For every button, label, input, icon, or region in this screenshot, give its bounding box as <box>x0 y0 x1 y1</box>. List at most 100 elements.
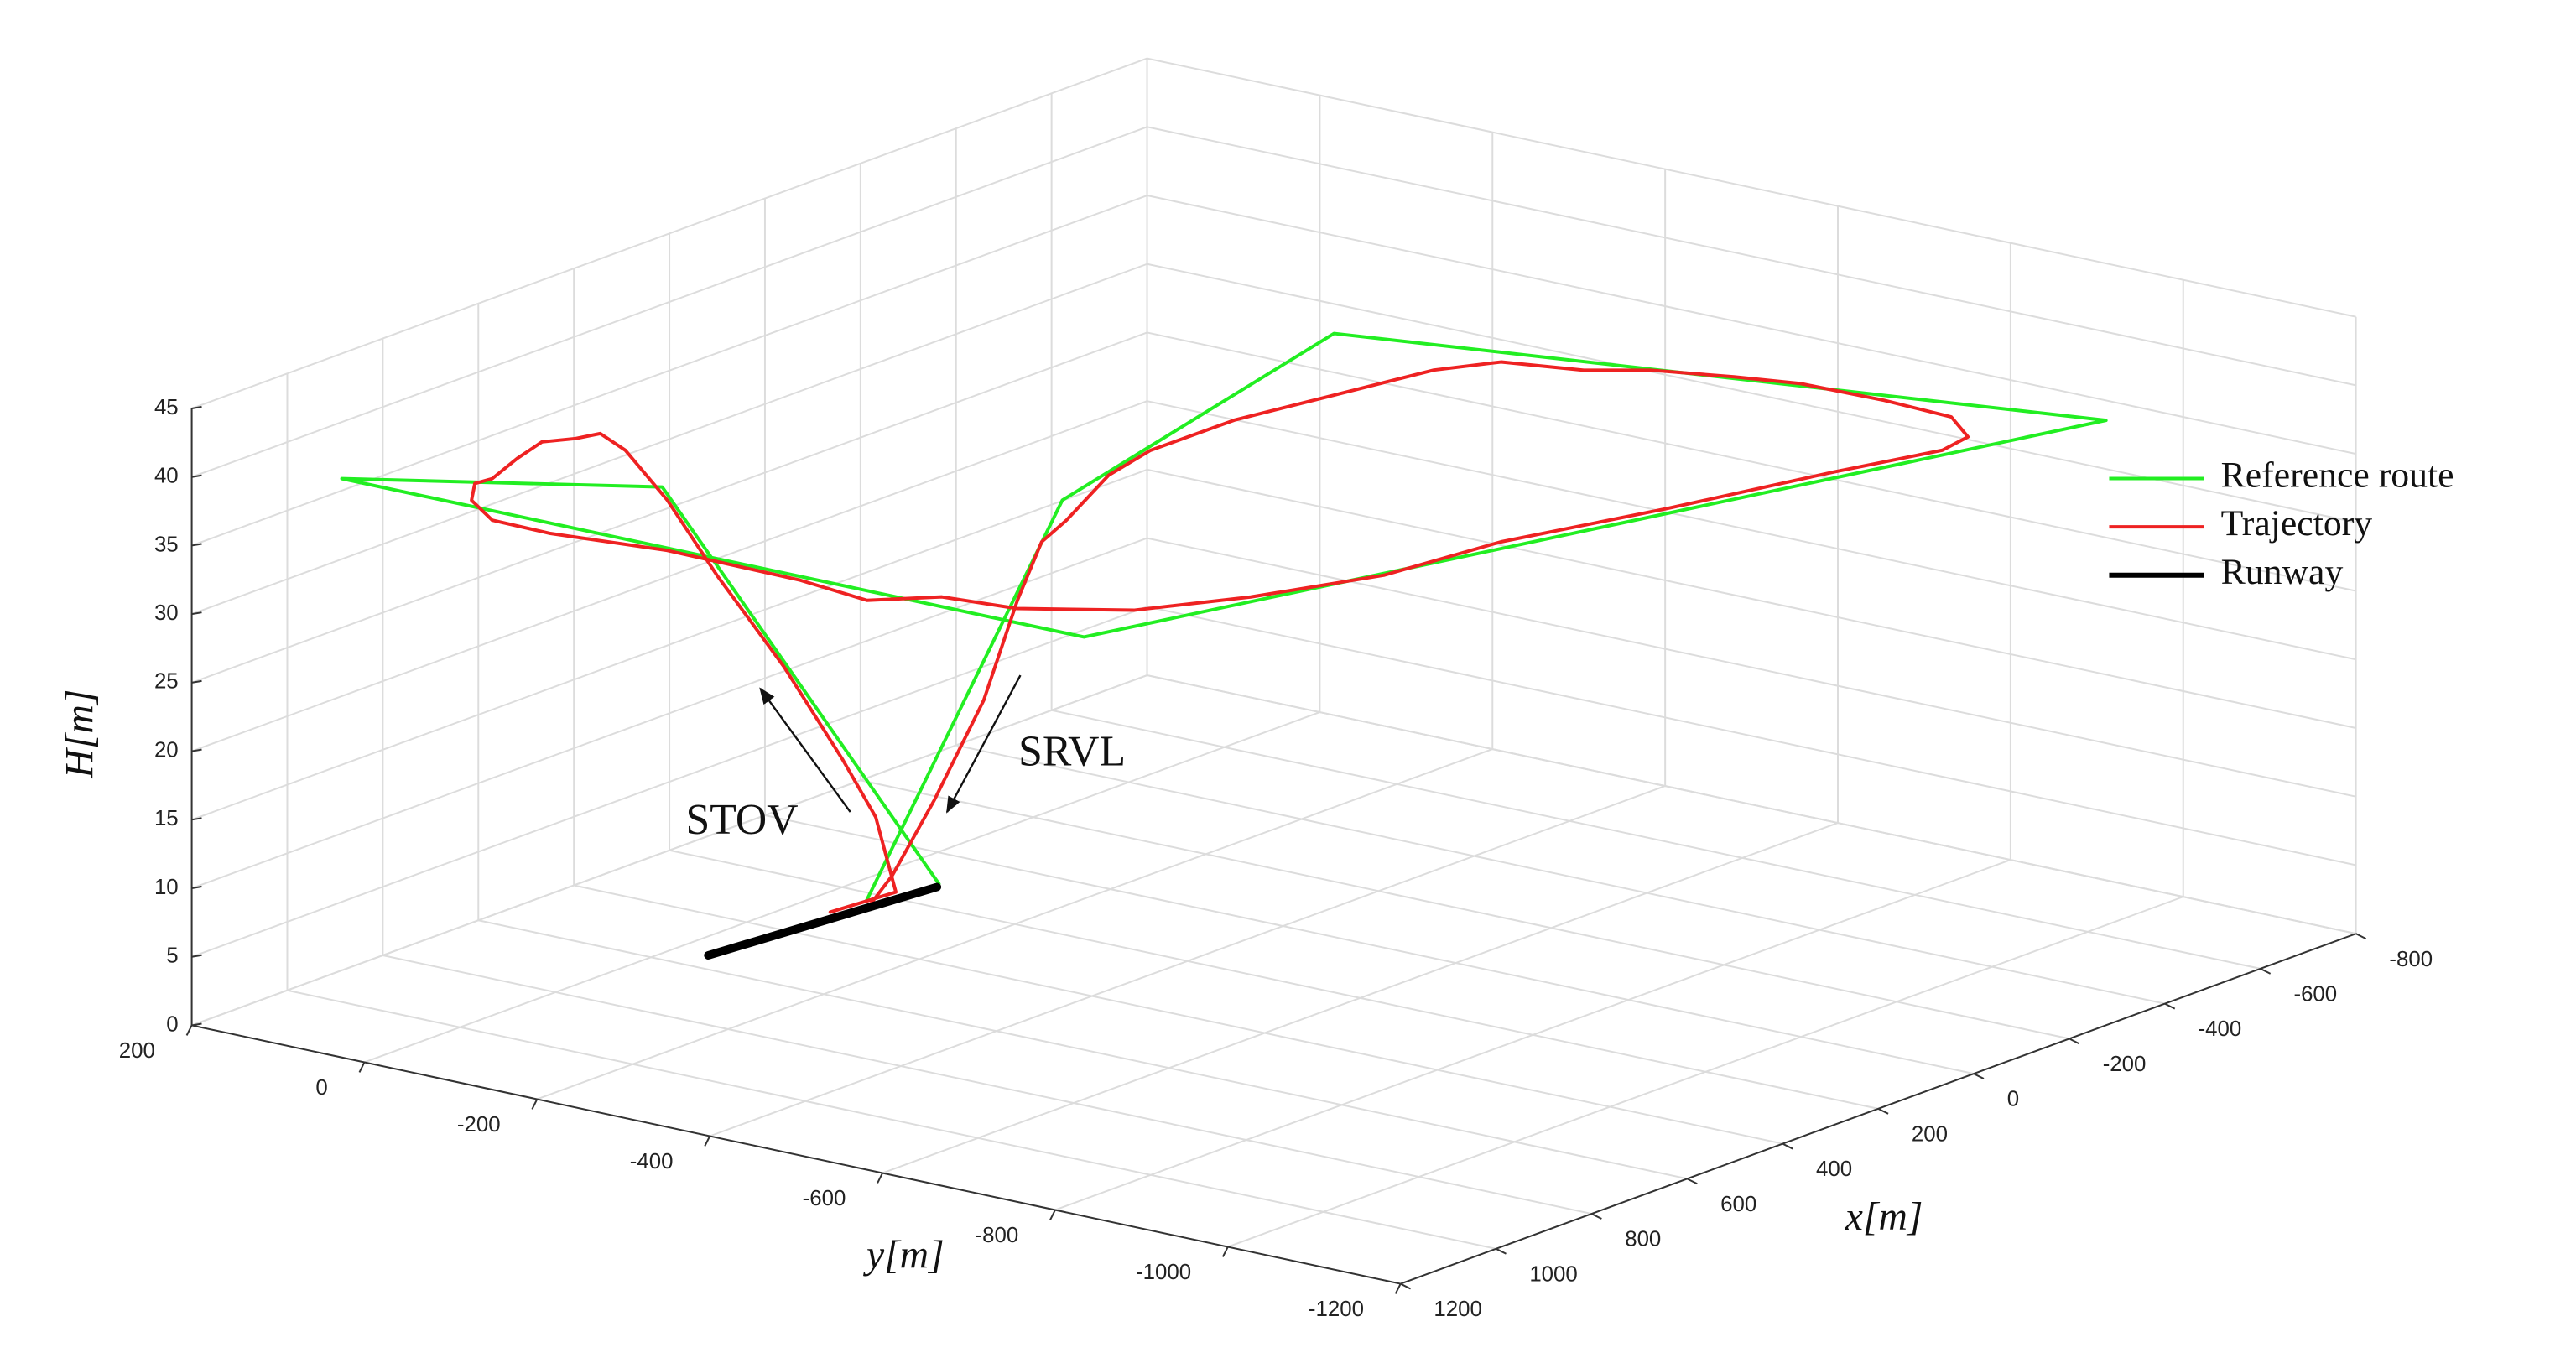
grid-line <box>860 779 2070 1040</box>
y-tick <box>1049 1210 1056 1220</box>
grid-line <box>191 263 1147 616</box>
x-tick <box>1496 1247 1507 1255</box>
grid-line <box>882 822 1839 1174</box>
y-tick <box>358 1062 366 1073</box>
x-tick <box>1400 1282 1412 1290</box>
series-line <box>470 360 1970 914</box>
x-tick-label: -400 <box>2199 1017 2242 1041</box>
grid-line <box>191 57 1147 409</box>
y-tick <box>531 1099 539 1110</box>
y-tick <box>185 1025 193 1036</box>
x-tick-label: 1000 <box>1529 1262 1577 1286</box>
grid-line <box>1147 400 2356 661</box>
x-tick <box>1877 1107 1889 1115</box>
grid-line <box>287 989 1496 1250</box>
legend-label: Runway <box>2221 552 2344 592</box>
grid-line <box>191 468 1147 821</box>
grid-line <box>382 955 1592 1215</box>
axes: -1200-1000-800-600-400-2000200-800-600-4… <box>119 396 2433 1321</box>
grid-line <box>191 606 1147 958</box>
z-tick <box>191 817 202 821</box>
grid-line <box>191 331 1147 684</box>
y-axis <box>191 1024 1401 1285</box>
x-tick-label: 1200 <box>1434 1298 1481 1321</box>
x-tick-label: 0 <box>2007 1088 2019 1111</box>
z-tick <box>191 1022 202 1027</box>
x-tick <box>1973 1073 1985 1079</box>
grid-line <box>1147 674 2356 935</box>
grid-line <box>669 849 1879 1110</box>
legend: Reference route Trajectory Runway <box>2109 455 2454 592</box>
x-tick-label: -800 <box>2389 948 2433 971</box>
z-tick-label: 20 <box>154 738 179 762</box>
grid-line <box>1147 57 2356 318</box>
grid-line <box>1051 709 2261 970</box>
y-tick-label: -200 <box>457 1113 501 1137</box>
grid-line <box>191 126 1147 478</box>
grid-line <box>1147 126 2356 387</box>
series-line <box>704 882 942 960</box>
grid-line <box>1227 896 2184 1248</box>
x-tick <box>1686 1178 1698 1185</box>
grid-line <box>191 674 1147 1027</box>
z-tick <box>191 886 202 890</box>
grid-line <box>573 884 1783 1145</box>
grid <box>190 57 2357 1285</box>
z-tick-label: 5 <box>166 944 178 968</box>
y-tick-label: 200 <box>119 1039 155 1063</box>
grid-line <box>1147 263 2356 523</box>
z-tick <box>191 748 202 752</box>
y-tick-label: 0 <box>315 1076 327 1100</box>
grid-line <box>364 711 1320 1064</box>
grid-line <box>536 748 1493 1100</box>
annotation: SRVL <box>1018 727 1126 775</box>
y-tick <box>877 1173 883 1184</box>
y-tick <box>704 1136 711 1147</box>
grid-line <box>764 814 1975 1075</box>
plot-area <box>340 331 2108 960</box>
x-axis-label: x[m] <box>1845 1194 1923 1239</box>
x-tick <box>1782 1142 1793 1150</box>
z-tick-label: 30 <box>154 601 179 625</box>
grid-line <box>1147 606 2356 866</box>
z-tick <box>191 611 202 616</box>
grid-line <box>955 744 2166 1005</box>
x-tick-label: 200 <box>1912 1122 1948 1146</box>
grid-line <box>191 537 1147 889</box>
grid-line <box>191 400 1147 752</box>
y-tick-label: -1000 <box>1136 1261 1191 1284</box>
z-tick <box>191 679 202 684</box>
x-tick <box>1591 1213 1602 1220</box>
y-tick-label: -600 <box>803 1187 846 1210</box>
annotation-arrow <box>945 674 1022 814</box>
z-tick <box>191 543 202 547</box>
z-tick <box>191 954 202 958</box>
grid-line <box>709 785 1666 1137</box>
grid-line <box>1147 331 2356 592</box>
z-tick-label: 25 <box>154 670 179 694</box>
z-tick-label: 15 <box>154 807 179 830</box>
legend-label: Trajectory <box>2221 503 2373 544</box>
z-axis-label: H[m] <box>57 689 101 779</box>
z-tick-label: 40 <box>154 465 179 488</box>
x-tick-label: -600 <box>2293 983 2337 1007</box>
grid-line <box>478 919 1688 1180</box>
y-tick-label: -400 <box>630 1150 674 1173</box>
x-tick <box>2164 1002 2176 1010</box>
z-tick-label: 10 <box>154 876 179 899</box>
grid-line <box>1054 859 2011 1211</box>
z-tick-label: 45 <box>154 396 179 419</box>
grid-line <box>1147 195 2356 455</box>
x-tick-label: 600 <box>1720 1193 1756 1216</box>
legend-label: Reference route <box>2221 455 2454 496</box>
x-tick <box>2069 1038 2080 1045</box>
x-tick-label: -200 <box>2103 1053 2147 1076</box>
y-tick-label: -1200 <box>1309 1298 1364 1321</box>
z-tick-label: 0 <box>166 1012 178 1036</box>
x-tick-label: 400 <box>1816 1158 1852 1181</box>
grid-line <box>1147 468 2356 729</box>
z-tick-label: 35 <box>154 533 179 556</box>
z-tick <box>191 406 202 409</box>
